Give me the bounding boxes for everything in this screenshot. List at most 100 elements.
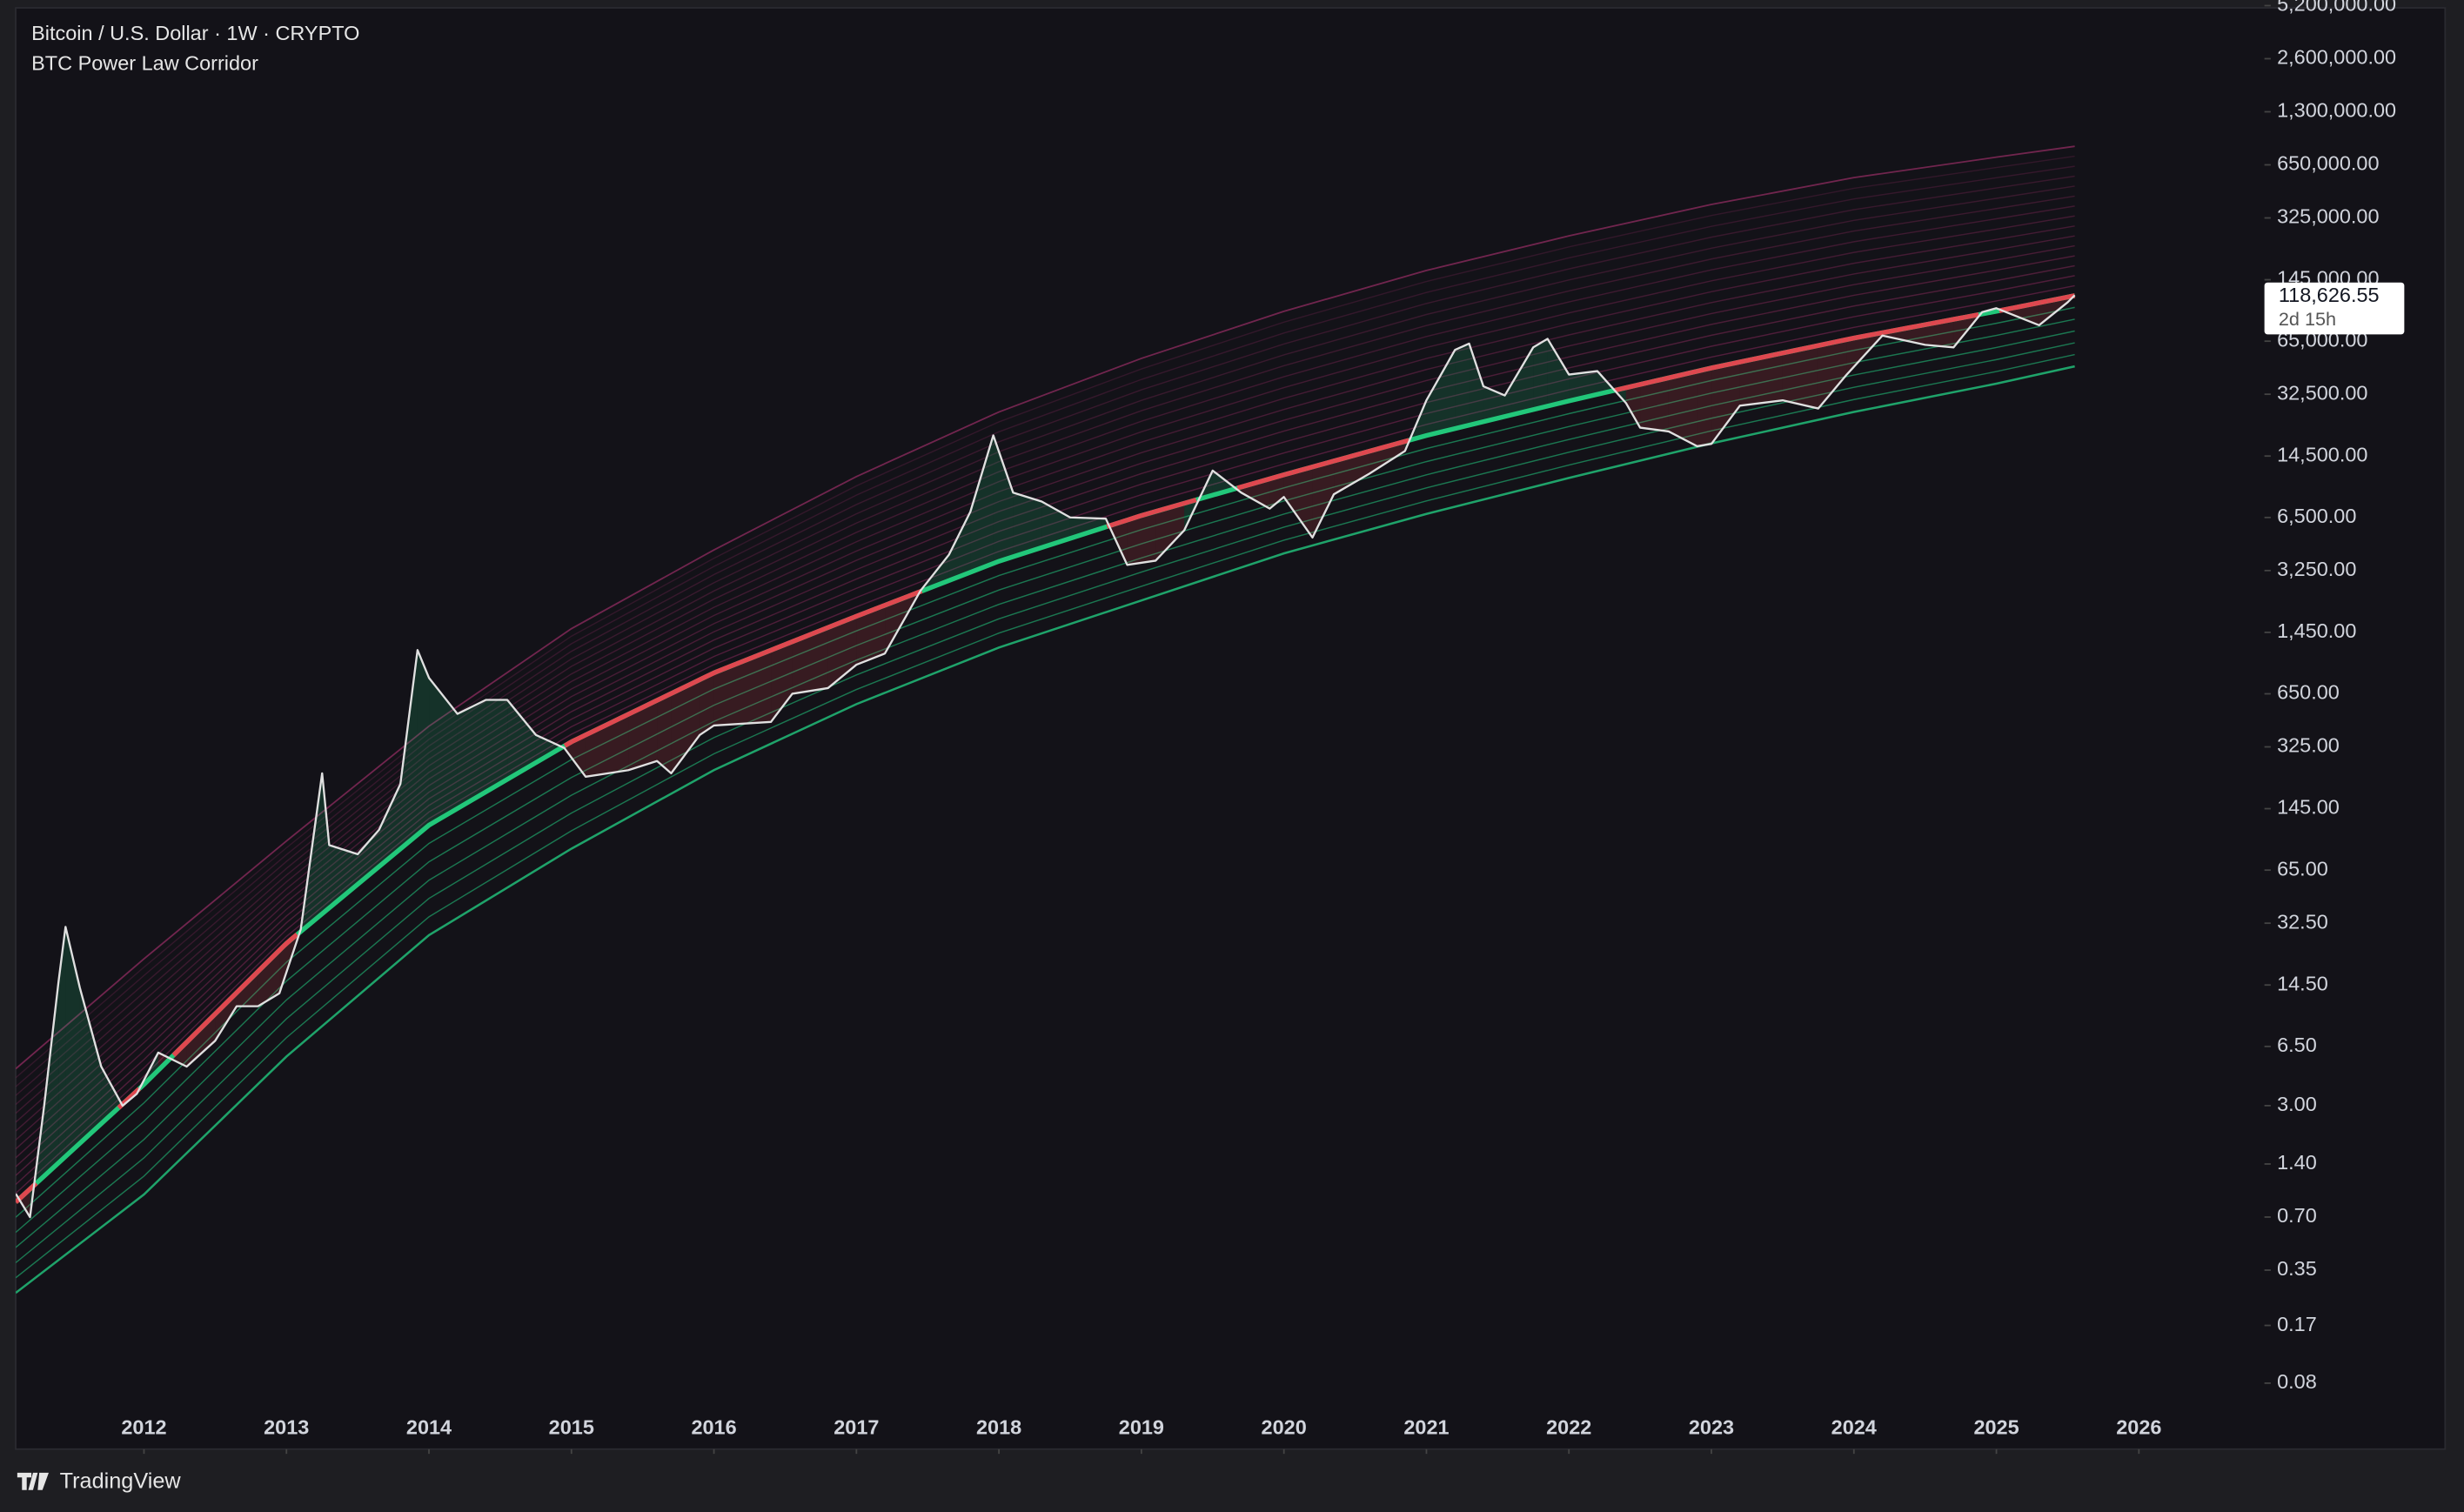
fair-line-below: [769, 645, 779, 652]
deviation-fill: [535, 734, 565, 763]
fair-line-below: [2012, 304, 2021, 311]
deviation-fill: [1739, 352, 1783, 406]
deviation-fill: [1711, 362, 1740, 445]
fair-line-below: [1710, 364, 1718, 371]
fair-line-below: [1655, 377, 1664, 384]
fair-line-below: [1889, 327, 1898, 334]
lower-band: [16, 342, 2075, 1264]
y-tick-label: 1,300,000.00: [2277, 99, 2396, 122]
fair-line-below: [1964, 313, 1972, 320]
fair-line-below: [886, 599, 895, 607]
deviation-fill: [1697, 367, 1712, 446]
fair-line-below: [1243, 481, 1252, 489]
fair-line-below: [1127, 515, 1135, 523]
upper-band: [16, 244, 2075, 1159]
fair-line-below: [212, 1006, 224, 1016]
deviation-fill: [1155, 503, 1185, 561]
deviation-fill: [1996, 302, 2039, 325]
y-tick-label: 0.08: [2277, 1370, 2317, 1393]
fair-line-below: [1937, 318, 1945, 325]
deviation-fill: [507, 699, 536, 779]
fair-line-below: [1771, 351, 1780, 358]
deviation-fill: [485, 699, 508, 793]
fair-line-below: [1147, 509, 1156, 516]
deviation-fill: [1483, 386, 1505, 422]
fair-line-below: [199, 1019, 210, 1030]
indicator-name: BTC Power Law Corridor: [31, 51, 258, 74]
fair-line-below: [1724, 361, 1732, 368]
fair-line-below: [1806, 344, 1815, 351]
deviation-fill: [700, 672, 714, 735]
fair-line-below: [852, 612, 861, 620]
fair-line-below: [254, 965, 264, 975]
fair-line-below: [1298, 466, 1307, 473]
brand-logo[interactable]: TradingView: [17, 1469, 182, 1493]
y-tick-label: 0.35: [2277, 1257, 2317, 1280]
deviation-fill: [1504, 347, 1534, 417]
deviation-fill: [1269, 474, 1284, 509]
deviation-fill: [1925, 319, 1954, 348]
deviation-fill: [948, 512, 971, 581]
fair-line-below: [612, 716, 621, 725]
deviation-fill: [1455, 343, 1470, 429]
fair-line-below: [866, 607, 875, 615]
upper-band: [16, 195, 2075, 1114]
fair-line-below: [1175, 501, 1183, 508]
y-tick-label: 32,500.00: [2277, 381, 2367, 404]
fair-line-below: [21, 1188, 31, 1198]
fair-line-below: [1827, 339, 1836, 346]
fair-line-below: [171, 1047, 183, 1057]
fair-line-below: [1236, 484, 1245, 491]
fair-line-below: [873, 605, 881, 612]
fair-line-below: [1785, 348, 1794, 355]
fair-line-below: [619, 713, 628, 721]
x-tick-label: 2018: [976, 1415, 1021, 1438]
fair-line-below: [1120, 518, 1128, 525]
fair-line-below: [1971, 311, 1979, 318]
upper-band: [16, 225, 2075, 1141]
y-tick-label: 650.00: [2277, 681, 2340, 704]
x-tick-label: 2026: [2116, 1415, 2161, 1438]
fair-line-below: [1319, 460, 1328, 467]
fair-line-below: [1778, 350, 1787, 357]
x-tick-label: 2025: [1973, 1415, 2019, 1438]
fair-line-below: [1394, 439, 1403, 447]
deviation-fill: [771, 641, 793, 722]
fair-line-below: [247, 972, 258, 982]
fair-line-below: [1305, 464, 1314, 472]
price-tag-label: 118,626.55: [2279, 284, 2380, 306]
y-tick-label: 325,000.00: [2277, 205, 2379, 228]
price-tag: [2264, 282, 2405, 335]
x-tick-label: 2019: [1119, 1415, 1164, 1438]
fair-line-below: [756, 651, 765, 659]
fair-line-below: [2039, 298, 2048, 305]
deviation-fill: [1283, 466, 1313, 538]
fair-line-below: [686, 679, 697, 688]
y-tick-label: 0.70: [2277, 1204, 2317, 1227]
fair-line-below: [1944, 317, 1952, 324]
deviation-fill: [65, 927, 80, 1157]
x-tick-label: 2012: [121, 1415, 166, 1438]
deviation-fill: [628, 700, 658, 771]
fair-line-below: [1635, 381, 1644, 388]
fair-line-below: [584, 729, 593, 738]
fair-line-below: [2053, 296, 2062, 303]
fair-line-below: [1264, 476, 1273, 483]
fair-line-below: [1367, 447, 1376, 454]
fair-line-below: [1106, 522, 1115, 529]
fair-line-below: [797, 634, 807, 642]
y-tick-label: 0.17: [2277, 1313, 2317, 1335]
fair-line-below: [570, 736, 580, 745]
deviation-fill: [58, 927, 66, 1163]
fair-line-below: [2032, 300, 2041, 306]
fair-line-below: [811, 629, 820, 637]
x-tick-label: 2021: [1403, 1415, 1449, 1438]
symbol-title: Bitcoin / U.S. Dollar · 1W · CRYPTO: [31, 22, 359, 44]
deviation-fill: [1533, 338, 1548, 410]
fair-line-below: [880, 602, 888, 610]
fair-line-below: [1765, 352, 1774, 359]
fair-line-below: [185, 1033, 197, 1044]
fair-line-below: [1909, 324, 1918, 331]
lower-band: [16, 353, 2075, 1279]
fair-line-below: [1614, 386, 1623, 393]
